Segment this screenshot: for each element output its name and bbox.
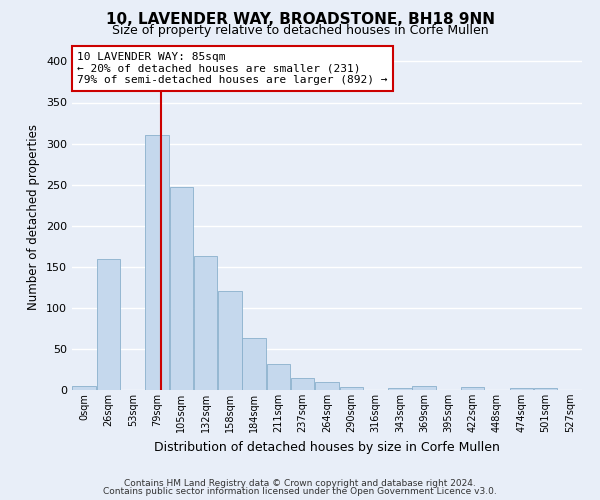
Bar — [218, 290, 242, 390]
Bar — [534, 388, 557, 390]
Bar — [461, 386, 484, 390]
Bar — [194, 256, 217, 390]
Bar — [388, 388, 412, 390]
Text: Contains HM Land Registry data © Crown copyright and database right 2024.: Contains HM Land Registry data © Crown c… — [124, 478, 476, 488]
Bar — [412, 386, 436, 390]
Text: 10, LAVENDER WAY, BROADSTONE, BH18 9NN: 10, LAVENDER WAY, BROADSTONE, BH18 9NN — [106, 12, 494, 28]
Bar — [170, 187, 193, 390]
Bar — [73, 386, 96, 390]
Bar — [266, 364, 290, 390]
Bar — [509, 388, 533, 390]
Text: Contains public sector information licensed under the Open Government Licence v3: Contains public sector information licen… — [103, 487, 497, 496]
Bar — [315, 382, 339, 390]
Bar — [242, 338, 266, 390]
Y-axis label: Number of detached properties: Number of detached properties — [28, 124, 40, 310]
X-axis label: Distribution of detached houses by size in Corfe Mullen: Distribution of detached houses by size … — [154, 440, 500, 454]
Bar — [97, 258, 120, 390]
Text: 10 LAVENDER WAY: 85sqm
← 20% of detached houses are smaller (231)
79% of semi-de: 10 LAVENDER WAY: 85sqm ← 20% of detached… — [77, 52, 388, 85]
Bar — [145, 136, 169, 390]
Text: Size of property relative to detached houses in Corfe Mullen: Size of property relative to detached ho… — [112, 24, 488, 37]
Bar — [340, 386, 363, 390]
Bar — [291, 378, 314, 390]
